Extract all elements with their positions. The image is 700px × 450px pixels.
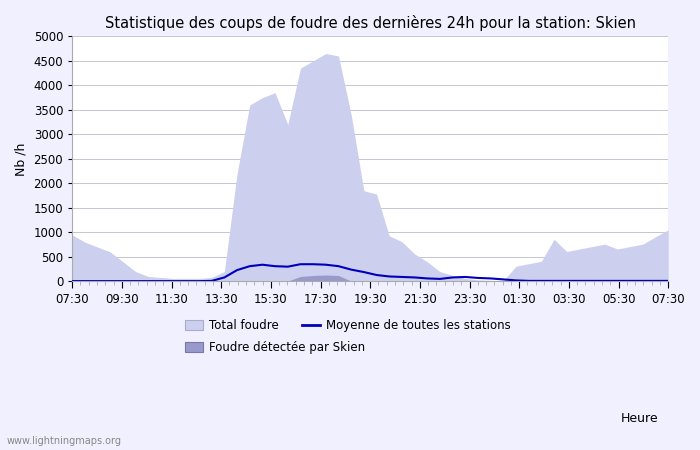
- Y-axis label: Nb /h: Nb /h: [15, 142, 28, 176]
- Title: Statistique des coups de foudre des dernières 24h pour la station: Skien: Statistique des coups de foudre des dern…: [105, 15, 636, 31]
- Text: Heure: Heure: [620, 412, 658, 425]
- Legend: Foudre détectée par Skien: Foudre détectée par Skien: [186, 341, 365, 354]
- Text: www.lightningmaps.org: www.lightningmaps.org: [7, 436, 122, 446]
